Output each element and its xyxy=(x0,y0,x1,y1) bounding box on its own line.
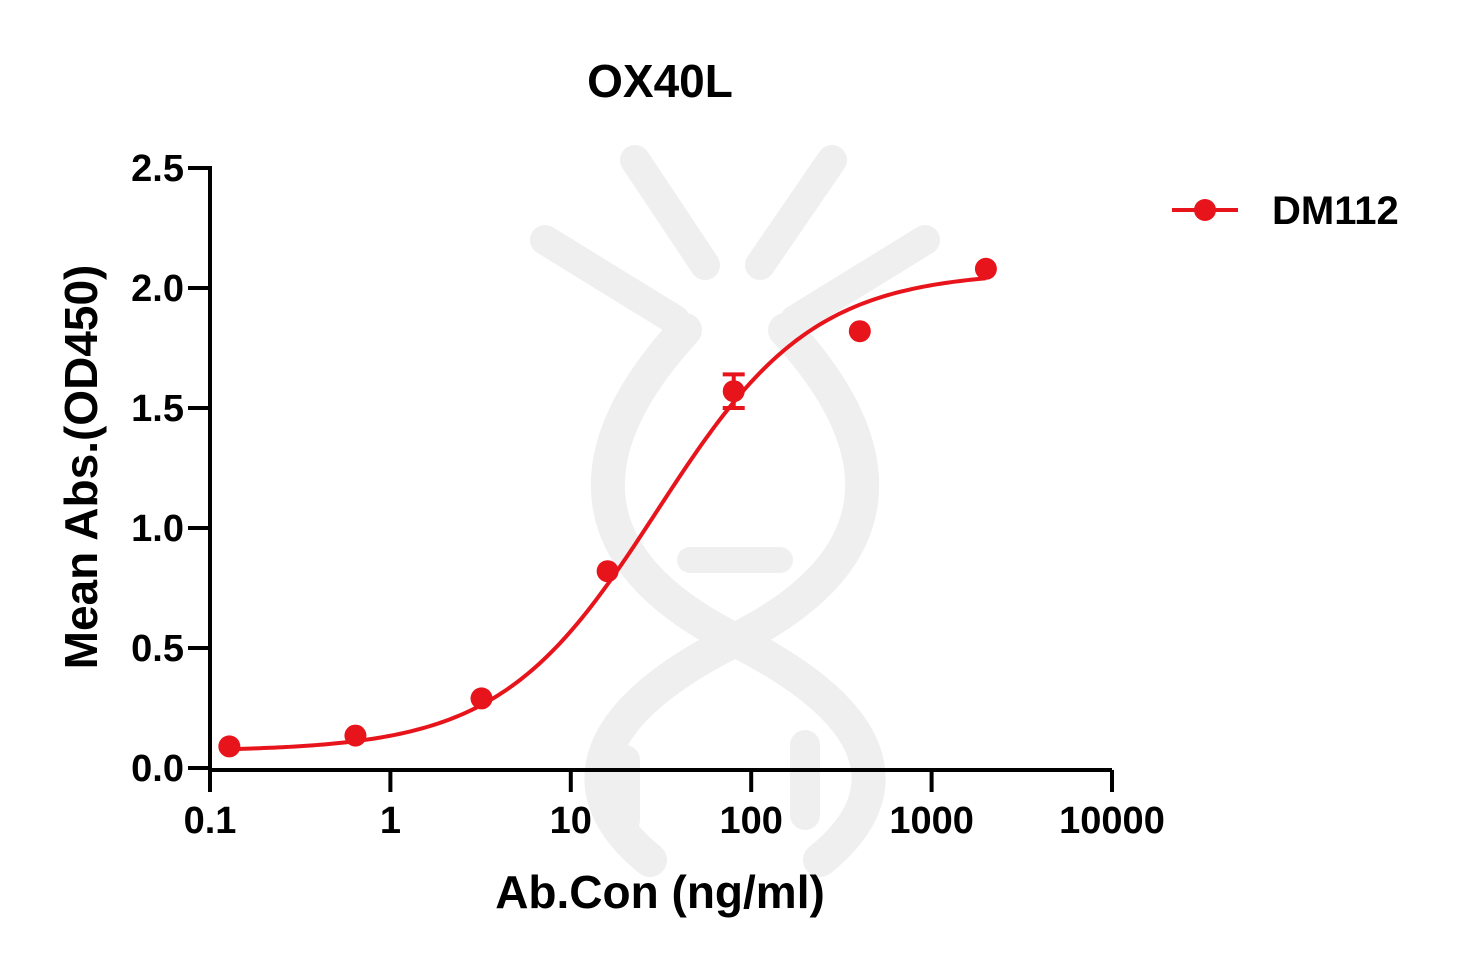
legend-marker-dm112 xyxy=(1194,199,1216,221)
y-tick-label: 0.0 xyxy=(131,748,184,790)
data-point xyxy=(218,735,241,758)
y-tick-label: 2.5 xyxy=(131,148,184,190)
y-axis-ticks: 0.0 0.5 1.0 1.5 2.0 2.5 xyxy=(131,148,210,790)
x-tick-label: 10 xyxy=(550,800,592,842)
dna-watermark-icon xyxy=(530,145,940,877)
data-point xyxy=(974,257,997,280)
y-tick-label: 1.5 xyxy=(131,388,184,430)
legend: DM112 xyxy=(1172,189,1399,233)
y-tick-label: 2.0 xyxy=(131,268,184,310)
x-tick-label: 100 xyxy=(719,800,782,842)
legend-label-dm112: DM112 xyxy=(1272,189,1399,233)
data-point xyxy=(848,320,871,343)
y-axis-label: Mean Abs.(OD450) xyxy=(55,265,107,670)
x-axis-label: Ab.Con (ng/ml) xyxy=(495,866,825,918)
y-tick-label: 1.0 xyxy=(131,508,184,550)
data-point xyxy=(596,560,619,583)
data-points xyxy=(218,257,997,758)
chart-title: OX40L xyxy=(587,55,733,107)
x-tick-label: 1 xyxy=(380,800,401,842)
x-tick-label: 1000 xyxy=(889,800,974,842)
x-tick-label: 10000 xyxy=(1059,800,1165,842)
y-tick-label: 0.5 xyxy=(131,628,184,670)
data-point xyxy=(344,724,367,747)
data-point xyxy=(722,380,745,403)
x-tick-label: 0.1 xyxy=(184,800,237,842)
x-axis-ticks: 0.1 1 10 100 1000 10000 xyxy=(184,770,1165,842)
data-point xyxy=(470,687,493,710)
